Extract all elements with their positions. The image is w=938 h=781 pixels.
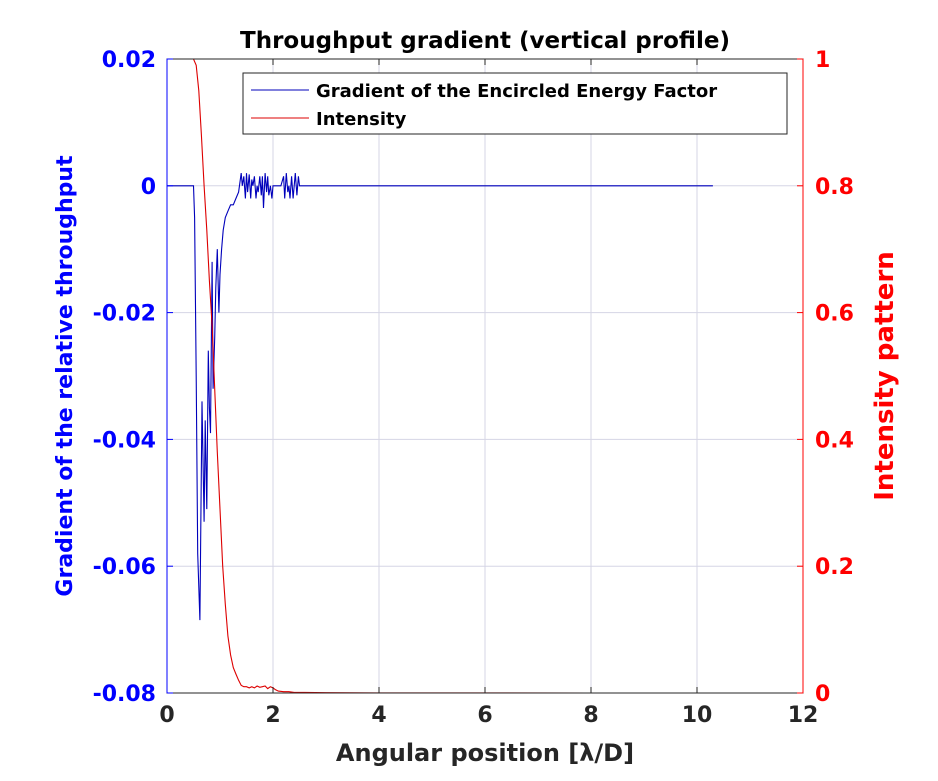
y-left-tick-label: -0.08 [93, 682, 156, 707]
x-tick-label: 4 [371, 703, 386, 728]
ticks: 0 2 4 6 8 10 12 -0.08 -0.06 -0.04 -0.02 0 0.02 0 0.2 0.… [93, 48, 854, 728]
y-left-tick-label: -0.02 [93, 302, 156, 327]
legend-label-intensity: Intensity [316, 109, 407, 130]
chart-title: Throughput gradient (vertical profile) [240, 28, 730, 54]
y-right-tick-label: 0.6 [815, 302, 854, 327]
y-right-tick-label: 0.8 [815, 175, 854, 200]
y-axis-label-left: Gradient of the relative throughput [53, 155, 78, 597]
series-line-intensity [167, 58, 713, 694]
x-tick-label: 10 [682, 703, 713, 728]
series-line-gradient [167, 173, 713, 621]
grid [167, 59, 803, 693]
y-left-tick-label: 0.02 [102, 48, 156, 73]
legend-label-gradient: Gradient of the Encircled Energy Factor [316, 81, 717, 102]
x-tick-label: 0 [159, 703, 174, 728]
y-right-tick-label: 0 [815, 682, 830, 707]
legend: Gradient of the Encircled Energy Factor … [242, 72, 788, 135]
y-left-tick-label: -0.06 [93, 555, 156, 580]
y-axis-label-right: Intensity pattern [870, 251, 900, 501]
x-axis-label: Angular position [λ/D] [336, 739, 634, 767]
y-left-tick-label: 0 [141, 175, 156, 200]
legend-box [242, 72, 788, 135]
y-right-tick-label: 0.2 [815, 555, 854, 580]
x-tick-label: 8 [583, 703, 598, 728]
y-right-tick-label: 1 [815, 48, 830, 73]
x-tick-label: 6 [477, 703, 492, 728]
x-tick-label: 12 [788, 703, 819, 728]
y-right-tick-label: 0.4 [815, 428, 854, 453]
series-layer [167, 58, 713, 694]
y-left-tick-label: -0.04 [93, 428, 156, 453]
x-tick-label: 2 [265, 703, 280, 728]
